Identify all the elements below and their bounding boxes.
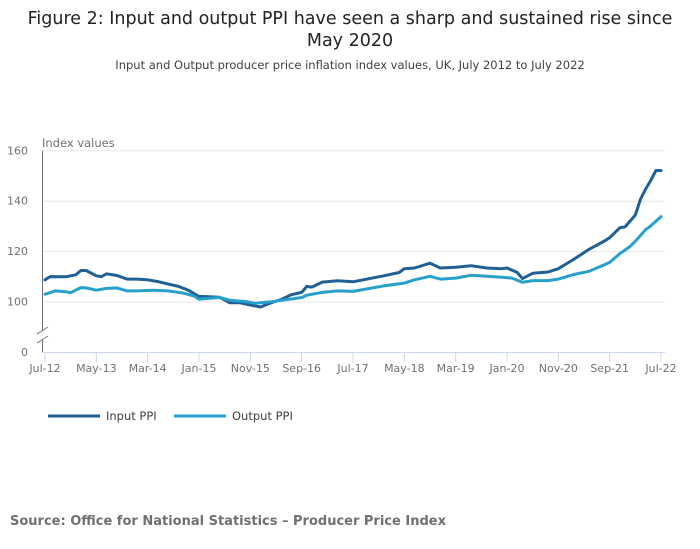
x-tick-label: Nov-20 <box>539 362 578 375</box>
x-tick-label: May-18 <box>384 362 425 375</box>
x-axis-ticks: Jul-12 May-13 Mar-14 Jan-15 Nov-15 Sep-16 Jul-… <box>28 352 677 375</box>
x-tick-label: Jul-22 <box>644 362 676 375</box>
legend-label-output: Output PPI <box>232 409 293 423</box>
x-tick-label: Jan-15 <box>181 362 217 375</box>
legend: Input PPI Output PPI <box>48 409 293 423</box>
x-tick-label: Nov-15 <box>231 362 270 375</box>
y-tick-label: 160 <box>7 144 28 157</box>
chart-title: Figure 2: Input and output PPI have seen… <box>27 9 673 51</box>
legend-item-output-ppi[interactable]: Output PPI <box>174 409 293 423</box>
y-tick-label: 120 <box>7 245 28 258</box>
x-tick-label: May-13 <box>76 362 117 375</box>
legend-item-input-ppi[interactable]: Input PPI <box>48 409 157 423</box>
x-tick-label: Mar-14 <box>129 362 167 375</box>
y-tick-label: 100 <box>7 296 28 309</box>
x-tick-label: Jan-20 <box>489 362 525 375</box>
series-line-input-ppi[interactable] <box>43 169 663 309</box>
x-tick-label: Mar-19 <box>437 362 475 375</box>
y-tick-label: 140 <box>7 195 28 208</box>
gridlines <box>42 150 665 303</box>
y-axis-ticks: 0 100 120 140 160 <box>7 144 28 359</box>
legend-label-input: Input PPI <box>106 409 157 423</box>
chart-subtitle: Input and Output producer price inflatio… <box>115 58 585 72</box>
x-tick-label: Sep-16 <box>282 362 321 375</box>
source-note: Source: Office for National Statistics –… <box>10 514 446 529</box>
y-axis-label: Index values <box>42 136 115 150</box>
x-tick-label: Jul-17 <box>336 362 368 375</box>
y-tick-label: 0 <box>21 346 28 359</box>
axis-break-icon <box>36 326 49 344</box>
series-line-output-ppi[interactable] <box>43 215 663 305</box>
x-tick-label: Sep-21 <box>590 362 629 375</box>
x-tick-label: Jul-12 <box>28 362 60 375</box>
